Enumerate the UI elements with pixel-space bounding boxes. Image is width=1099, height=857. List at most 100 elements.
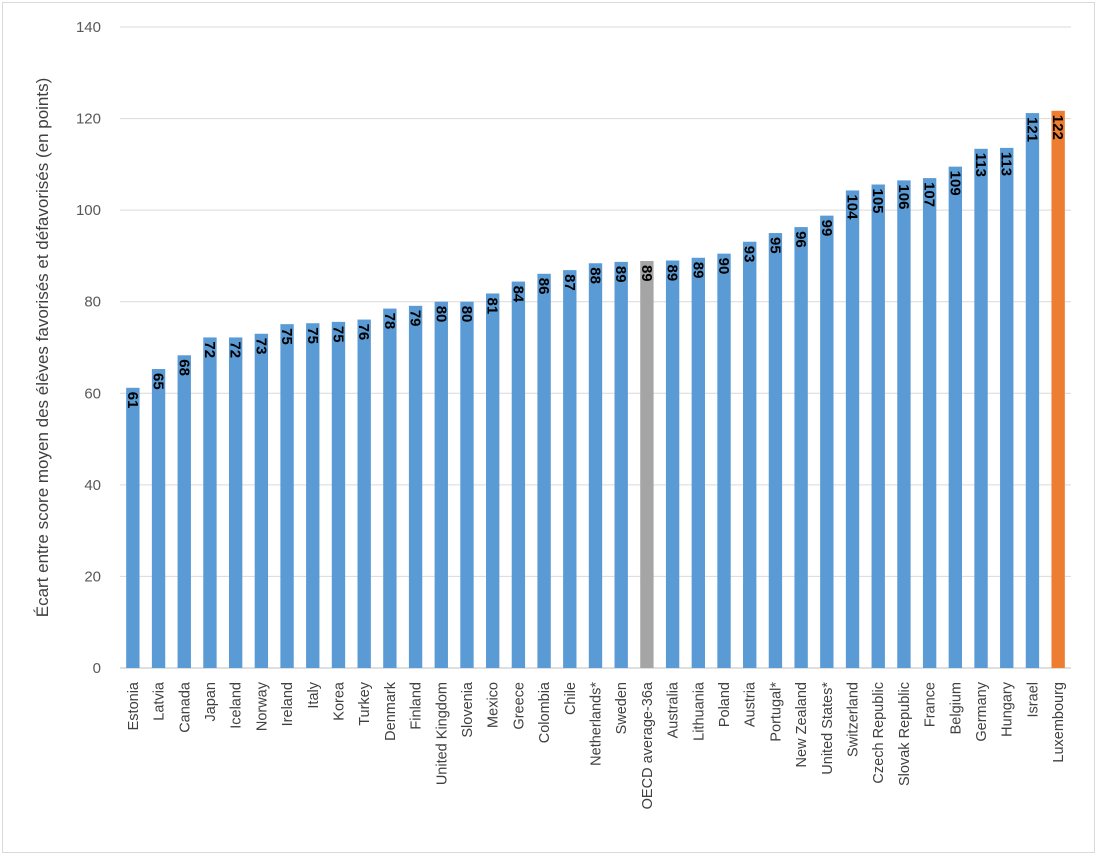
data-label: 81 — [484, 297, 501, 314]
category-labels: Estonia Latvia Canada Japan Iceland Norway Ire… — [126, 681, 1067, 809]
data-label: 65 — [150, 373, 167, 390]
category-label: Slovenia — [460, 681, 476, 738]
category-label: New Zealand — [794, 682, 810, 767]
data-label: 104 — [844, 194, 861, 220]
data-label: 113 — [972, 153, 989, 177]
bar — [254, 333, 269, 668]
y-tick-label: 80 — [84, 294, 101, 311]
category-label: Canada — [177, 681, 193, 733]
bar — [717, 253, 731, 668]
data-label: 105 — [869, 189, 886, 214]
category-label: Hungary — [1000, 681, 1016, 737]
y-tick-label: 60 — [84, 385, 101, 402]
bar — [126, 387, 140, 668]
bar — [228, 337, 243, 668]
data-label: 76 — [355, 324, 372, 341]
category-label: Belgium — [948, 682, 964, 734]
category-label: Australia — [666, 681, 682, 738]
category-label: Luxembourg — [1051, 682, 1067, 763]
bar — [563, 270, 577, 668]
bar — [306, 323, 320, 668]
data-label: 80 — [458, 306, 475, 323]
data-label: 86 — [535, 278, 552, 295]
bar — [511, 281, 526, 668]
y-tick-label: 100 — [76, 202, 101, 219]
data-label: 89 — [664, 265, 681, 282]
category-label: Denmark — [383, 681, 399, 741]
category-label: Netherlands* — [589, 682, 605, 766]
category-label: Slovak Republic — [897, 682, 913, 786]
data-label: 96 — [792, 231, 809, 248]
data-label: 122 — [1049, 115, 1066, 140]
bar — [383, 308, 397, 668]
category-label: Sweden — [614, 682, 630, 734]
data-label: 121 — [1023, 117, 1040, 142]
data-label: 78 — [381, 313, 398, 330]
data-label: 95 — [766, 237, 783, 254]
bar — [922, 178, 937, 669]
bar — [151, 369, 166, 668]
data-labels: 61 65 68 72 72 73 75 75 75 76 78 79 80 80 81 84 86 87 88 89… — [124, 115, 1066, 409]
data-label: 90 — [715, 258, 732, 275]
bar — [691, 257, 705, 668]
bar — [948, 166, 963, 668]
category-label: Czech Republic — [871, 682, 887, 784]
bar — [460, 301, 474, 668]
category-label: Germany — [974, 681, 990, 741]
bar — [897, 180, 911, 668]
bar — [768, 233, 783, 669]
data-label: 87 — [561, 274, 578, 291]
data-label: 73 — [252, 338, 269, 355]
y-axis-title: Écart entre score moyen des élèves favor… — [33, 78, 52, 618]
data-label: 89 — [612, 266, 629, 283]
y-tick-label: 140 — [76, 19, 101, 36]
bar — [640, 260, 654, 668]
category-label: Turkey — [357, 681, 373, 726]
data-label: 93 — [741, 246, 758, 263]
data-label: 88 — [587, 267, 604, 284]
bar — [794, 227, 808, 669]
data-label: 89 — [638, 265, 655, 282]
category-label: Iceland — [229, 682, 245, 729]
bar — [614, 261, 628, 668]
data-label: 75 — [329, 326, 346, 343]
category-label: Mexico — [486, 682, 502, 728]
bar — [177, 355, 191, 668]
category-label: Chile — [563, 682, 579, 715]
category-label: Colombia — [537, 681, 553, 743]
data-label: 84 — [509, 286, 526, 303]
bar — [1025, 113, 1040, 668]
category-label: France — [923, 682, 939, 727]
y-tick-label: 20 — [84, 568, 101, 585]
data-label: 72 — [227, 341, 244, 358]
y-tick-label: 120 — [76, 111, 101, 128]
category-label: OECD average-36a — [640, 681, 656, 809]
category-label: Korea — [331, 681, 347, 721]
data-label: 75 — [278, 328, 295, 345]
category-label: Japan — [203, 682, 219, 722]
bar — [203, 337, 217, 668]
y-tick-label: 0 — [93, 660, 101, 677]
category-label: Ireland — [280, 682, 296, 726]
category-label: Portugal* — [768, 682, 784, 742]
data-label: 99 — [818, 220, 835, 237]
bar — [537, 273, 551, 668]
data-label: 68 — [175, 359, 192, 376]
bar — [331, 321, 346, 668]
data-label: 79 — [407, 310, 424, 327]
data-label: 75 — [304, 327, 321, 344]
category-label: Norway — [254, 681, 270, 731]
category-label: Estonia — [126, 681, 142, 730]
y-tick-label: 40 — [84, 477, 101, 494]
bar — [820, 215, 834, 668]
category-label: Latvia — [152, 681, 168, 721]
bars — [126, 110, 1065, 669]
bar — [1000, 147, 1014, 669]
category-label: United Kingdom — [434, 682, 450, 785]
category-label: United States* — [820, 682, 836, 775]
bar — [357, 319, 371, 668]
category-label: Israel — [1025, 682, 1041, 717]
data-label: 72 — [201, 341, 218, 358]
data-label: 80 — [432, 306, 449, 323]
